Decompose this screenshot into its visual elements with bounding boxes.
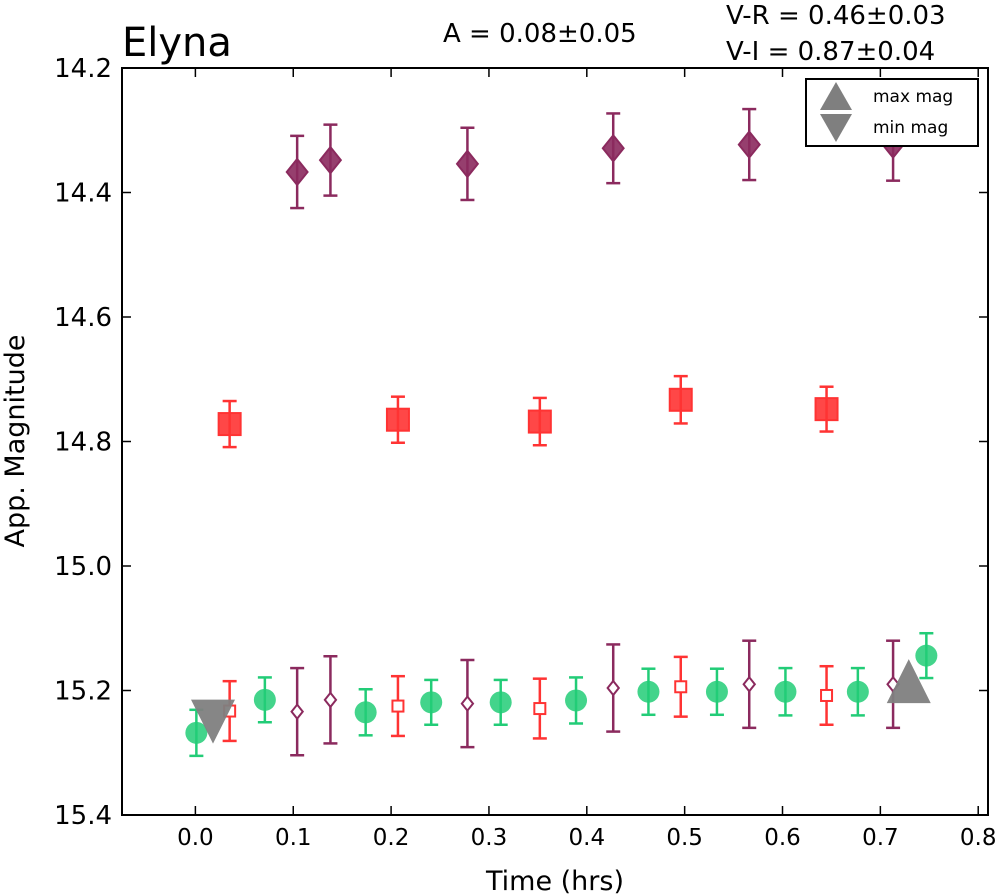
y-tick-label: 15.4 — [54, 801, 112, 831]
x-tick-label: 0.8 — [960, 825, 997, 851]
x-tick-label: 0.6 — [764, 825, 801, 851]
y-tick-label: 14.6 — [54, 303, 112, 333]
x-tick-label: 0.5 — [666, 825, 703, 851]
data-point-diamond — [455, 149, 480, 179]
min-mag-marker — [191, 699, 236, 744]
data-point-square — [820, 688, 834, 702]
data-point-diamond — [290, 703, 305, 721]
data-point-circle — [354, 701, 377, 724]
amplitude-annotation: A = 0.08±0.05 — [443, 19, 637, 49]
data-point-diamond — [737, 129, 761, 160]
data-point-circle — [185, 721, 208, 744]
data-point-square — [533, 702, 547, 716]
series-r_band-square-open — [222, 655, 834, 743]
legend: max mag min mag — [805, 78, 979, 147]
data-point-diamond — [323, 691, 338, 709]
max-mag-marker — [886, 659, 931, 704]
y-tick-label: 14.8 — [54, 428, 112, 458]
x-tick-label: 0.7 — [862, 825, 899, 851]
data-point-circle — [637, 680, 660, 703]
data-point-square — [391, 699, 405, 713]
data-point-circle — [846, 680, 869, 703]
x-tick-label: 0.1 — [275, 825, 312, 851]
chart-title: Elyna — [122, 20, 232, 66]
data-point-circle — [253, 688, 276, 711]
y-tick-label: 15.2 — [54, 677, 112, 707]
data-point-diamond — [606, 679, 621, 697]
data-point-circle — [705, 680, 728, 703]
data-point-diamond — [460, 694, 475, 713]
data-point-square — [217, 412, 242, 437]
data-point-square — [674, 680, 688, 694]
data-point-square — [527, 409, 552, 434]
legend-min-mag-icon — [820, 114, 852, 142]
axis-ticks: 0.0 0.1 0.2 0.3 0.4 0.5 0.6 0.7 0.8 14.2 14.4 14.6 1… — [54, 54, 996, 851]
series-v_band-circle-filled — [185, 631, 938, 758]
data-point-diamond — [285, 157, 309, 187]
y-tick-label: 15.0 — [54, 552, 112, 582]
y-tick-label: 14.4 — [54, 179, 112, 209]
legend-min-mag-label: min mag — [873, 118, 948, 138]
data-point-diamond — [318, 145, 343, 175]
data-point-diamond — [742, 675, 757, 693]
x-tick-label: 0.0 — [177, 825, 214, 851]
legend-max-mag-label: max mag — [873, 87, 953, 107]
data-point-diamond — [601, 133, 625, 163]
x-tick-label: 0.4 — [569, 825, 606, 851]
data-point-circle — [915, 644, 938, 667]
data-point-circle — [565, 689, 588, 712]
series-r_band-square-filled — [217, 374, 839, 449]
data-marks — [185, 107, 938, 758]
x-tick-label: 0.2 — [373, 825, 410, 851]
v-i-color-annotation: V-I = 0.87±0.04 — [726, 37, 935, 67]
data-point-circle — [420, 691, 443, 714]
v-r-color-annotation: V-R = 0.46±0.03 — [726, 1, 946, 31]
plot-frame — [121, 67, 989, 816]
data-point-square — [814, 397, 839, 422]
legend-max-mag-icon — [820, 82, 852, 110]
y-axis-label: App. Magnitude — [0, 335, 31, 548]
x-axis-label: Time (hrs) — [485, 866, 624, 895]
data-point-circle — [774, 680, 797, 703]
data-point-square — [668, 387, 693, 412]
x-tick-label: 0.3 — [471, 825, 508, 851]
y-tick-label: 14.2 — [54, 54, 112, 84]
data-point-circle — [489, 691, 512, 714]
series-i_band-diamond-open — [290, 639, 901, 757]
data-point-square — [385, 407, 410, 432]
